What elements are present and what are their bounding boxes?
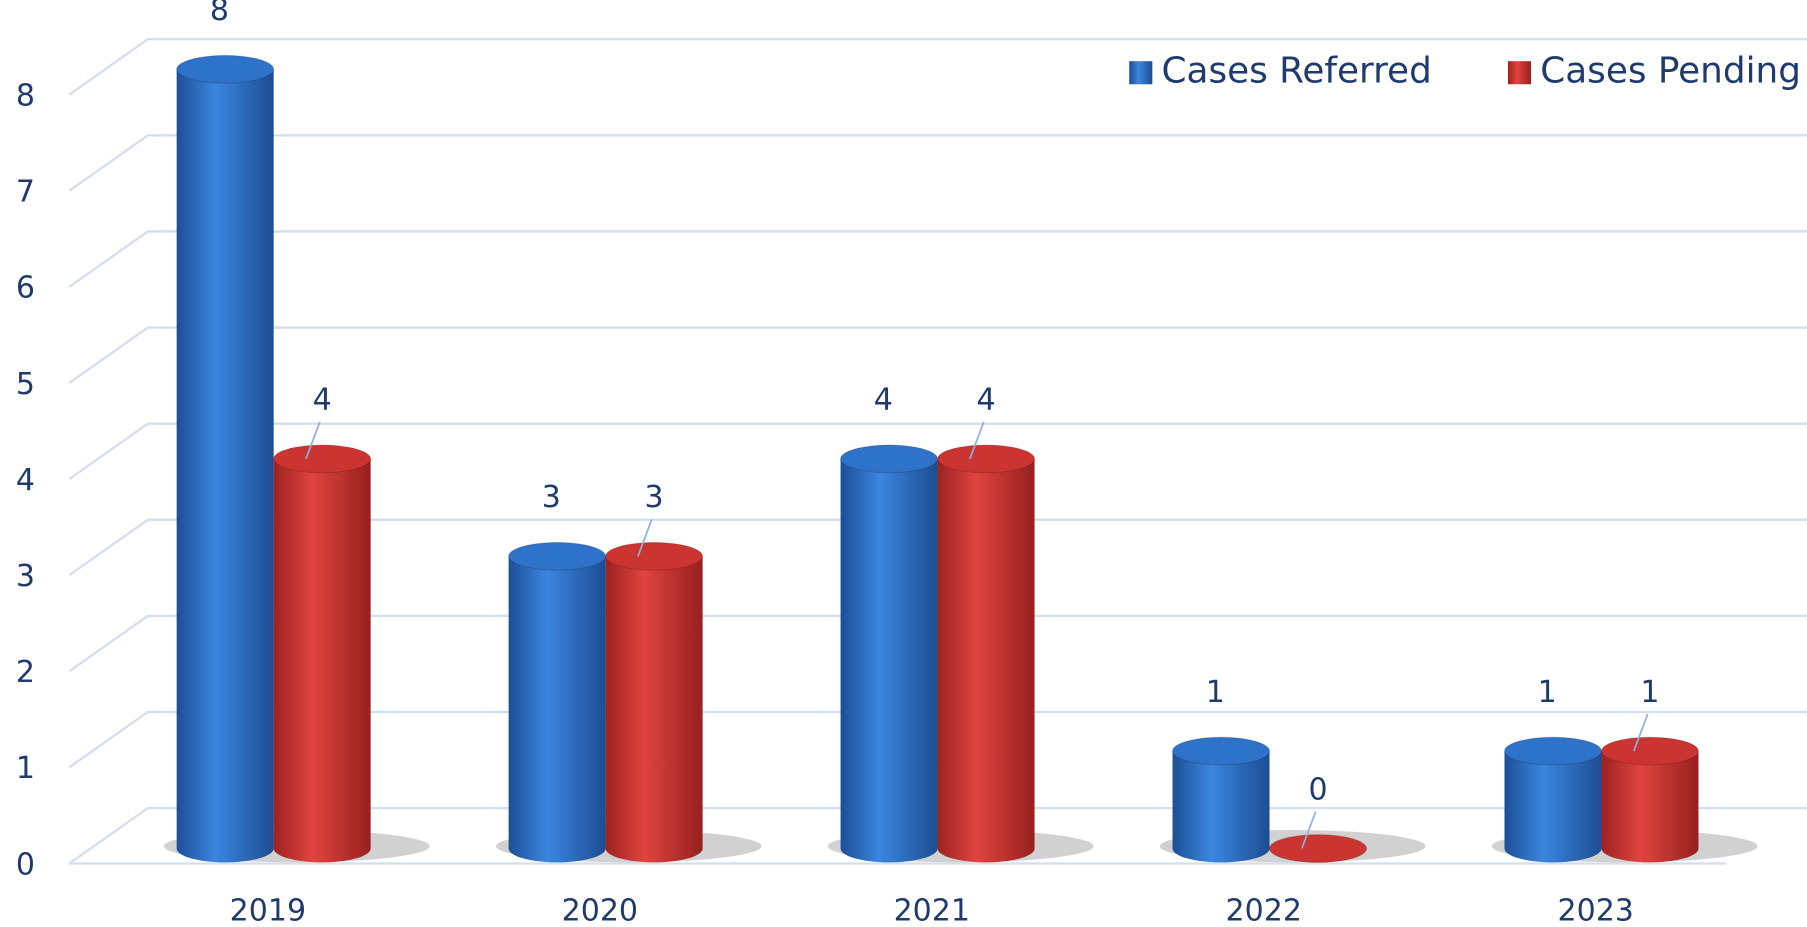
grid-line xyxy=(68,326,1807,384)
legend-label: Cases Referred xyxy=(1162,51,1432,92)
bar-part xyxy=(605,556,703,863)
bar-part xyxy=(840,458,938,863)
grid-line xyxy=(68,614,1807,673)
grid-line xyxy=(68,38,1807,96)
grid-line xyxy=(68,518,1807,577)
x-tick-label: 2023 xyxy=(1558,893,1634,927)
x-tick-label: 2019 xyxy=(230,893,306,927)
bar-part xyxy=(1504,751,1602,863)
leader-line xyxy=(1632,713,1649,752)
leader-line xyxy=(637,519,653,557)
bar-part xyxy=(605,541,704,571)
bar xyxy=(1503,736,1603,863)
x-tick-label: 2020 xyxy=(562,893,638,927)
bar xyxy=(176,54,275,863)
bar-part xyxy=(936,444,1036,474)
legend-label: Cases Pending xyxy=(1540,51,1801,92)
y-tick-label: 2 xyxy=(16,655,35,690)
data-label: 3 xyxy=(542,480,561,515)
bar-part xyxy=(176,54,275,84)
bar-part xyxy=(1171,736,1271,766)
y-tick-label: 7 xyxy=(16,175,35,210)
bar-part xyxy=(1172,751,1270,863)
bar-part xyxy=(937,458,1035,863)
bar xyxy=(1268,834,1368,863)
bar-part xyxy=(176,69,274,863)
data-label: 1 xyxy=(1640,675,1659,710)
y-tick-label: 8 xyxy=(16,78,35,113)
x-tick-label: 2021 xyxy=(894,893,970,927)
bar-part xyxy=(273,458,371,863)
legend-swatch xyxy=(1129,61,1153,85)
bar-part xyxy=(508,556,606,863)
bar-part xyxy=(1503,736,1603,766)
data-label: 4 xyxy=(874,383,893,418)
bar xyxy=(508,541,607,863)
y-tick-label: 5 xyxy=(16,367,35,402)
data-label: 1 xyxy=(1206,675,1225,710)
leader-line xyxy=(1301,811,1317,849)
grid-line xyxy=(68,710,1807,769)
data-label: 0 xyxy=(1308,772,1327,807)
data-label: 4 xyxy=(977,383,996,418)
leader-line xyxy=(305,421,321,460)
y-tick-label: 1 xyxy=(16,751,35,786)
bar xyxy=(839,444,939,863)
data-label: 3 xyxy=(645,480,664,515)
bar-part xyxy=(1601,751,1699,863)
y-tick-label: 4 xyxy=(16,463,35,498)
data-label: 8 xyxy=(210,0,229,28)
grid-line xyxy=(68,422,1807,481)
y-tick-label: 0 xyxy=(16,847,35,882)
y-tick-label: 6 xyxy=(16,271,35,306)
y-tick-label: 3 xyxy=(16,559,35,594)
data-label: 4 xyxy=(313,383,332,418)
bar xyxy=(605,541,704,863)
bar-part xyxy=(839,444,939,474)
bar xyxy=(1600,736,1700,863)
bar-part xyxy=(1268,834,1368,863)
data-label: 1 xyxy=(1538,675,1557,710)
grid-line xyxy=(68,134,1807,192)
bar xyxy=(936,444,1036,863)
bar-part xyxy=(1600,736,1700,766)
bar-part xyxy=(273,444,372,474)
bar xyxy=(273,444,372,863)
legend-swatch xyxy=(1507,61,1532,85)
x-tick-label: 2022 xyxy=(1226,893,1302,927)
leader-line xyxy=(969,421,985,460)
bar xyxy=(1171,736,1271,863)
grid-line xyxy=(68,230,1807,288)
bar-part xyxy=(508,541,607,571)
